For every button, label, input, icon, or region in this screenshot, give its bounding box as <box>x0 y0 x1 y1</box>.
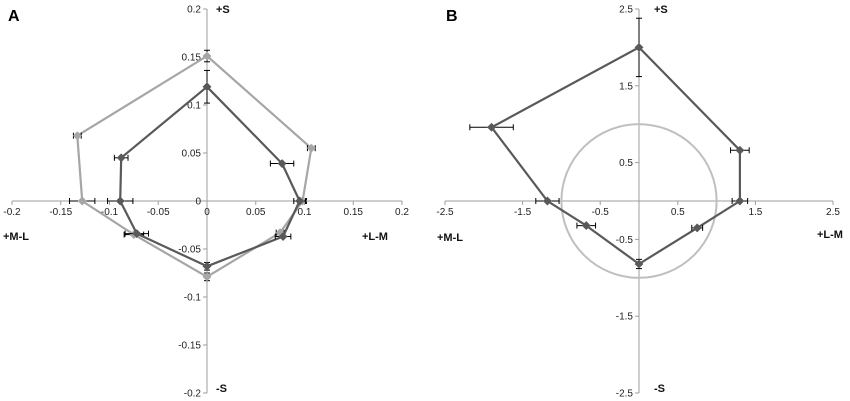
x-tick-label: 0.15 <box>344 207 364 218</box>
direction-label-left: +M-L <box>3 231 29 243</box>
data-point <box>202 272 212 282</box>
data-point <box>581 221 591 231</box>
direction-label-right: +L-M <box>817 229 843 241</box>
data-point <box>306 143 316 153</box>
series-1 <box>107 69 306 271</box>
y-tick-label: 1.5 <box>619 81 633 92</box>
data-point <box>542 196 552 206</box>
data-point <box>735 145 745 155</box>
data-point <box>202 261 212 271</box>
data-point <box>115 196 125 206</box>
x-tick-label: 2.5 <box>826 207 840 218</box>
direction-label-bottom: -S <box>654 383 665 395</box>
x-tick-label: 0.5 <box>671 207 685 218</box>
x-tick-label: -0.2 <box>3 207 21 218</box>
x-tick-label: 0.1 <box>298 207 312 218</box>
y-tick-label: -1.5 <box>616 312 634 323</box>
y-tick-label: 0.2 <box>187 5 201 16</box>
y-tick-label: 0.1 <box>187 101 201 112</box>
panel-label: B <box>446 8 458 25</box>
data-point <box>132 229 142 239</box>
y-tick-label: -0.1 <box>184 293 202 304</box>
x-tick-label: -0.5 <box>592 207 610 218</box>
y-tick-label: 0.15 <box>182 53 202 64</box>
y-tick-label: 0.05 <box>182 149 202 160</box>
y-tick-label: -0.2 <box>184 389 202 400</box>
data-point <box>487 122 497 132</box>
data-point <box>277 159 287 169</box>
x-tick-label: -0.1 <box>101 207 119 218</box>
y-tick-label: 0.5 <box>619 158 633 169</box>
data-point <box>202 82 212 92</box>
x-tick-label: 0.2 <box>395 207 409 218</box>
x-tick-label: 0.05 <box>246 207 266 218</box>
x-tick-label: -0.05 <box>147 207 170 218</box>
data-point <box>692 223 702 233</box>
y-tick-label: -0.15 <box>178 341 201 352</box>
direction-label-right: +L-M <box>362 231 388 243</box>
data-point <box>116 153 126 163</box>
direction-label-top: +S <box>216 4 230 16</box>
x-tick-label: 1.5 <box>748 207 762 218</box>
y-tick-label: -0.05 <box>178 245 201 256</box>
x-tick-label: 0 <box>204 207 210 218</box>
direction-label-bottom: -S <box>216 383 227 395</box>
data-point <box>278 231 288 242</box>
panel-a: A -0.2 -0.15 -0.1 -0.05 0 0.05 0.1 0.15 0.2 0.2 0.1… <box>3 4 409 400</box>
x-tick-label: -1.5 <box>514 207 532 218</box>
panel-b: B -2.5 -1.5 -0.5 0.5 1.5 2.5 2.5 1.5 0.5 -0.5 -1.5 -… <box>436 4 843 400</box>
data-point <box>295 196 305 206</box>
direction-label-left: +M-L <box>437 232 463 244</box>
data-point <box>202 51 212 61</box>
series-0 <box>469 17 750 270</box>
y-tick-label: 0 <box>195 197 201 208</box>
panel-label: A <box>8 8 20 25</box>
data-point <box>634 259 644 269</box>
data-point <box>72 131 82 141</box>
reference-circle <box>560 123 718 279</box>
data-point <box>735 196 745 206</box>
y-tick-label: 2.5 <box>619 5 633 16</box>
data-point <box>634 42 644 52</box>
x-tick-label: -0.15 <box>49 207 72 218</box>
x-tick-label: -2.5 <box>436 207 454 218</box>
y-tick-label: -0.5 <box>616 235 634 246</box>
data-point <box>77 196 87 206</box>
direction-label-top: +S <box>654 4 668 16</box>
y-tick-label: -2.5 <box>616 389 634 400</box>
